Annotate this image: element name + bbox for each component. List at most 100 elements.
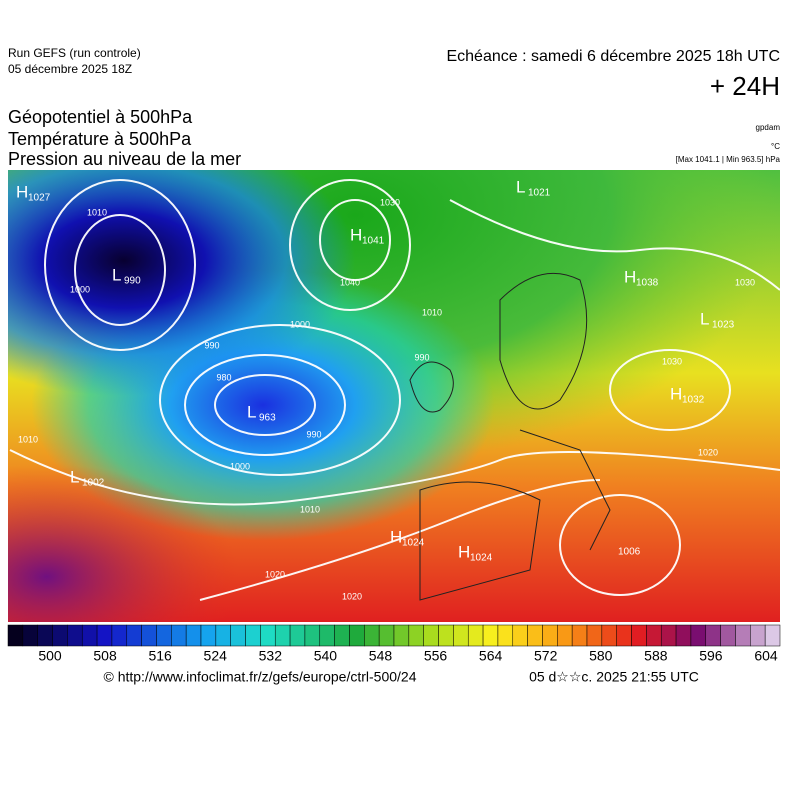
colorbar-swatch — [705, 624, 721, 647]
colorbar-swatch — [230, 624, 246, 647]
pressure-letter: H — [458, 542, 470, 561]
colorbar-swatch — [37, 624, 53, 647]
pressure-letter: L — [516, 177, 525, 196]
pressure-value: 1024 — [402, 538, 425, 549]
colorbar-swatch — [660, 624, 677, 647]
colorbar-swatch — [675, 624, 692, 647]
isobar-label: 990 — [414, 352, 429, 362]
colorbar-swatch — [260, 624, 276, 647]
colorbar-swatch — [156, 624, 172, 647]
colorbar-swatch — [349, 624, 365, 647]
footer-timestamp: 05 d☆☆c. 2025 21:55 UTC — [529, 669, 699, 685]
colorbar-swatch — [319, 624, 335, 647]
colorbar-swatch — [245, 624, 261, 647]
pressure-letter: H — [624, 267, 636, 286]
colorbar-swatch — [7, 624, 24, 647]
pressure-value: 1021 — [528, 188, 551, 199]
colorbar-swatch — [141, 624, 157, 647]
isobar-label: 1010 — [300, 504, 320, 514]
colorbar-tick-label: 524 — [204, 648, 228, 664]
colorbar-swatch — [646, 624, 662, 647]
colorbar-swatch — [438, 624, 454, 647]
colorbar-swatch — [764, 624, 781, 647]
pressure-value: 963 — [259, 413, 276, 424]
isobar-label: 1030 — [735, 277, 755, 287]
run-label: Run GEFS (run controle) — [8, 46, 141, 60]
pressure-value: 1024 — [470, 553, 493, 564]
colorbar-swatch — [720, 624, 736, 647]
colorbar-swatch — [304, 624, 321, 647]
colorbar-swatch — [22, 624, 38, 647]
colorbar-swatch — [571, 624, 588, 647]
isobar-label: 1030 — [662, 356, 682, 366]
isobar-label: 1030 — [380, 197, 400, 207]
colorbar-swatch — [557, 624, 573, 647]
colorbar-swatch — [52, 624, 68, 647]
pressure-value: 1006 — [618, 547, 641, 558]
colorbar-swatch — [289, 624, 306, 647]
colorbar-swatch — [735, 624, 751, 647]
colorbar-swatch — [185, 624, 202, 647]
lead-time: + 24H — [710, 71, 780, 101]
colorbar-swatch — [750, 624, 766, 647]
colorbar-tick-label: 564 — [479, 648, 503, 664]
colorbar-swatch — [408, 624, 424, 647]
isobar-label: 1010 — [18, 434, 38, 444]
colorbar-swatch — [467, 624, 484, 647]
colorbar-swatch — [512, 624, 528, 647]
map — [8, 170, 780, 622]
colorbar-swatch — [497, 624, 514, 647]
pressure-value: 1027 — [28, 193, 51, 204]
pressure-value: 1032 — [682, 395, 705, 406]
map-title: Pression au niveau de la mer — [8, 149, 241, 169]
isobar-label: 1000 — [290, 319, 310, 329]
unit-label: gpdam — [756, 123, 781, 132]
colorbar-tick-label: 532 — [259, 648, 283, 664]
isobar-label: 1020 — [342, 591, 362, 601]
pressure-letter: L — [247, 402, 256, 421]
unit-label: °C — [771, 142, 780, 151]
pressure-letter: H — [670, 384, 682, 403]
colorbar-tick-label: 540 — [314, 648, 338, 664]
colorbar-tick-label: 516 — [148, 648, 172, 664]
colorbar-swatch — [542, 624, 558, 647]
echeance: Echéance : samedi 6 décembre 2025 18h UT… — [446, 48, 780, 65]
map-title: Géopotentiel à 500hPa — [8, 107, 193, 127]
colorbar-swatch — [126, 624, 142, 647]
colorbar-tick-label: 508 — [93, 648, 117, 664]
colorbar-swatch — [67, 624, 83, 647]
isobar-label: 1000 — [70, 284, 90, 294]
pressure-letter: L — [70, 467, 79, 486]
map-title: Température à 500hPa — [8, 129, 192, 149]
colorbar-swatch — [215, 624, 231, 647]
isobar-label: 990 — [204, 340, 219, 350]
colorbar-swatch — [200, 624, 217, 647]
pressure-letter: L — [700, 309, 709, 328]
isobar-label: 1000 — [230, 461, 250, 471]
colorbar-swatch — [453, 624, 469, 647]
isobar-label: 1020 — [698, 447, 718, 457]
colorbar-tick-label: 604 — [754, 648, 778, 664]
pressure-value: 1023 — [712, 320, 735, 331]
unit-label: [Max 1041.1 | Min 963.5] hPa — [676, 155, 781, 164]
colorbar-swatch — [616, 624, 632, 647]
pressure-letter: H — [390, 527, 402, 546]
isobar-label: 980 — [216, 372, 231, 382]
colorbar-tick-label: 596 — [699, 648, 723, 664]
run-date: 05 décembre 2025 18Z — [8, 62, 132, 76]
colorbar-swatch — [111, 624, 128, 647]
pressure-value: 1038 — [636, 278, 659, 289]
pressure-value: 990 — [124, 276, 141, 287]
colorbar-swatch — [527, 624, 543, 647]
isobar-label: 1040 — [340, 277, 360, 287]
colorbar-swatch — [601, 624, 617, 647]
isobar-label: 1020 — [265, 569, 285, 579]
pressure-value: 1041 — [362, 236, 385, 247]
colorbar-swatch — [631, 624, 647, 647]
colorbar-tick-label: 572 — [534, 648, 558, 664]
isobar-label: 990 — [306, 429, 321, 439]
isobar-label: 1010 — [422, 307, 442, 317]
colorbar-swatch — [423, 624, 439, 647]
colorbar-swatch — [81, 624, 98, 647]
pressure-value: 1002 — [82, 478, 105, 489]
